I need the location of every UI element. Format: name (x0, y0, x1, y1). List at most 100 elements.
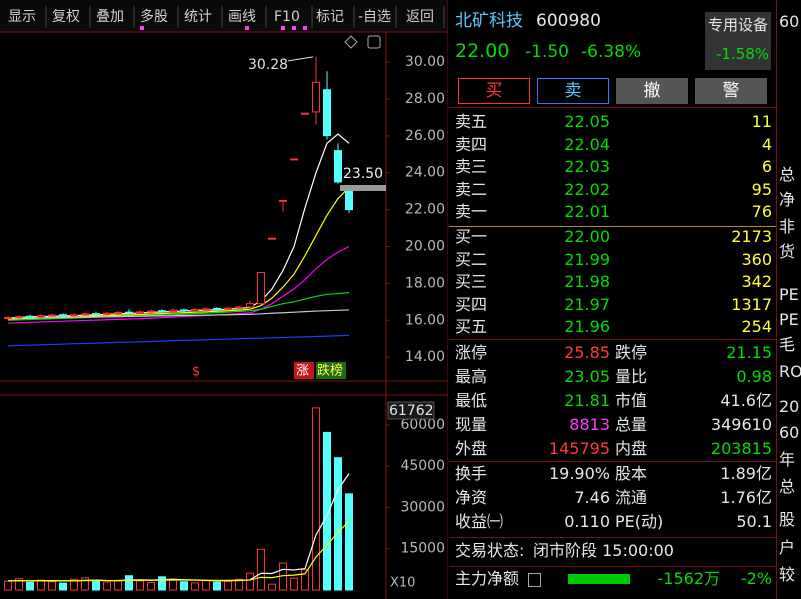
y-tick-label: 18.00 (405, 275, 445, 291)
volume-bar (246, 572, 254, 591)
cell: 254 (741, 317, 772, 336)
volume-bar (312, 407, 320, 591)
cell: 349610 (710, 415, 772, 434)
y-tick-label: 24.00 (405, 165, 445, 181)
y-tick-label: 45000 (400, 458, 445, 474)
cell: 8813 (569, 415, 610, 434)
toolbar-item[interactable]: 统计 (184, 9, 212, 25)
side-text: PE (779, 310, 799, 329)
volume-bar (301, 569, 309, 591)
candle-body (158, 310, 166, 313)
cell: 跌停 (615, 343, 648, 362)
y-tick-label: 16.00 (405, 312, 445, 328)
cell: 22.05 (564, 112, 610, 131)
change: -1.50 (525, 42, 569, 62)
divider (449, 339, 776, 340)
volume-bar (37, 579, 45, 591)
window-icon (367, 35, 381, 49)
cell: 买三 (455, 272, 488, 291)
cell: 买四 (455, 294, 488, 314)
volume-bar (268, 583, 276, 591)
candle-body (334, 150, 342, 183)
cell: 卖二 (455, 179, 488, 199)
toolbar-item[interactable]: 叠加 (96, 9, 124, 25)
volume-bar (92, 580, 100, 591)
cell: 最高 (455, 367, 488, 386)
candle-body (235, 306, 243, 309)
column-sep (776, 0, 777, 599)
cell: 22.04 (564, 134, 610, 154)
cell: 最低 (455, 391, 488, 410)
menu-icon (528, 573, 541, 587)
candle-body (59, 314, 67, 317)
sector-change: -1.58% (716, 45, 770, 63)
stock-code: 600980 (536, 11, 601, 31)
candle-body (70, 314, 78, 317)
side-text: 总 (779, 477, 796, 496)
cell: 净资 (455, 488, 488, 507)
cell: 买一 (455, 227, 488, 246)
candle-body (169, 309, 177, 312)
cell: 76 (751, 202, 772, 221)
sector-box (705, 12, 771, 70)
cell: 现量 (455, 415, 488, 434)
cell: 买二 (455, 249, 488, 269)
toolbar-item[interactable]: 复权 (52, 8, 80, 25)
divider (449, 107, 776, 108)
kline-chart: 显示 复权 叠加 多股 统计 画线 F10 标记 -自选 返回 14.00 16.00 18.00 20.… (0, 0, 448, 599)
cell: 涨停 (455, 343, 488, 362)
candle-body (136, 311, 144, 314)
toolbar-item[interactable]: F10 (274, 9, 300, 25)
trade-button[interactable]: 撤 (616, 78, 688, 104)
cell: 流通 (615, 488, 648, 507)
side-text: 净 (779, 190, 796, 209)
side-text: 20 (779, 397, 800, 416)
side-text: 较 (779, 565, 796, 584)
event-dot (281, 26, 285, 30)
volume-bar (125, 575, 133, 591)
y-tick-label: 14.00 (405, 349, 445, 365)
sector-name: 专用设备 (708, 16, 769, 34)
toolbar-item[interactable]: 显示 (8, 9, 36, 25)
ma-line (7, 334, 350, 347)
cell: 量比 (615, 367, 648, 386)
divider (449, 226, 776, 227)
volume-bar (180, 581, 188, 591)
side-text: 年 (779, 450, 796, 469)
cell: 总量 (615, 415, 648, 434)
cell: 21.97 (564, 294, 610, 314)
trade-button[interactable]: 警 (695, 78, 767, 104)
candle-body (246, 303, 254, 308)
volume-ma (7, 473, 350, 582)
toolbar-item[interactable]: -自选 (358, 9, 391, 25)
marker-s: $ (192, 365, 200, 380)
divider (449, 461, 776, 462)
toolbar-item[interactable]: 返回 (406, 9, 434, 25)
volume-bar (81, 577, 89, 591)
cell: 19.90% (548, 464, 610, 483)
cell: 21.99 (564, 249, 610, 269)
cell: 360 (741, 249, 772, 269)
ma-line (7, 187, 350, 320)
toolbar-item[interactable]: 画线 (228, 9, 256, 25)
trade-button[interactable]: 卖 (537, 78, 609, 104)
volume-bar (147, 582, 155, 591)
main-force-amount: -1562万 (657, 569, 721, 588)
volume-bar (191, 582, 199, 591)
volume-bar (224, 580, 232, 591)
toolbar-bg (0, 0, 448, 32)
volume-bar (213, 581, 221, 591)
main-force-label: 主力净额 (455, 569, 520, 588)
cell: 203815 (710, 439, 772, 458)
cell: 6 (761, 157, 772, 176)
volume-bar (345, 493, 353, 591)
cell: 换手 (455, 464, 488, 483)
volume-bar (235, 578, 243, 591)
toolbar-item[interactable]: 多股 (140, 8, 168, 25)
toolbar-item[interactable]: 标记 (316, 9, 344, 25)
volume-bar (323, 431, 331, 591)
cell: 2173 (731, 227, 772, 246)
trade-button[interactable]: 买 (458, 78, 530, 104)
side-text: 总 (779, 165, 796, 184)
candle-body (279, 199, 287, 202)
